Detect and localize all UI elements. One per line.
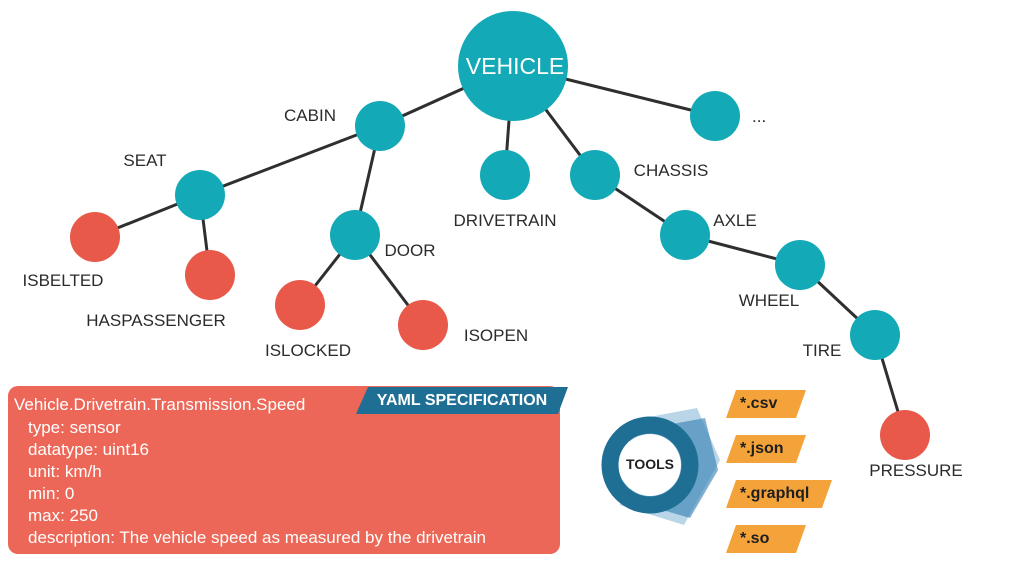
yaml-spec-badge: YAML SPECIFICATION (356, 387, 568, 414)
label-haspassenger: HASPASSENGER (86, 311, 226, 330)
tools-emblem (601, 408, 720, 525)
node-haspassenger (185, 250, 235, 300)
tools-ring-center (619, 434, 681, 496)
spec-line-type: type: sensor (28, 418, 121, 437)
spec-line-max: max: 250 (28, 506, 98, 525)
label-wheel: WHEEL (739, 291, 799, 310)
label-more: ... (752, 107, 766, 126)
output-tag-so: *.so (726, 525, 806, 553)
node-drivetrain (480, 150, 530, 200)
node-islocked (275, 280, 325, 330)
node-cabin (355, 101, 405, 151)
edge-cabin-seat (199, 124, 381, 197)
tree-labels: VEHICLE CABIN ... SEAT DRIVETRAIN CHASSI… (23, 53, 963, 480)
node-vehicle (458, 11, 568, 121)
spec-line-description: description: The vehicle speed as measur… (28, 528, 486, 547)
output-tag-json: *.json (726, 435, 806, 463)
label-drivetrain: DRIVETRAIN (454, 211, 557, 230)
node-door (330, 210, 380, 260)
tools-ring-icon (601, 416, 699, 514)
node-axle (660, 210, 710, 260)
spec-attributes: type: sensor datatype: uint16 unit: km/h… (28, 417, 486, 549)
label-tire: TIRE (803, 341, 842, 360)
label-axle: AXLE (713, 211, 756, 230)
label-chassis: CHASSIS (634, 161, 709, 180)
node-tire (850, 310, 900, 360)
node-wheel (775, 240, 825, 290)
label-isopen: ISOPEN (464, 326, 528, 345)
signal-path: Vehicle.Drivetrain.Transmission.Speed (14, 395, 306, 414)
yaml-spec-card: Vehicle.Drivetrain.Transmission.Speed ty… (8, 386, 560, 554)
node-pressure (880, 410, 930, 460)
spec-line-datatype: datatype: uint16 (28, 440, 149, 459)
output-tag-graphql: *.graphql (726, 480, 832, 508)
node-seat (175, 170, 225, 220)
tools-label: TOOLS (626, 456, 674, 472)
spec-line-unit: unit: km/h (28, 462, 102, 481)
label-door: DOOR (385, 241, 436, 260)
label-pressure: PRESSURE (869, 461, 963, 480)
node-isopen (398, 300, 448, 350)
spec-line-min: min: 0 (28, 484, 75, 503)
label-isbelted: ISBELTED (23, 271, 104, 290)
tree-nodes (70, 11, 930, 460)
label-islocked: ISLOCKED (265, 341, 351, 360)
node-more (690, 91, 740, 141)
label-cabin: CABIN (284, 106, 336, 125)
label-vehicle: VEHICLE (466, 53, 564, 79)
label-seat: SEAT (123, 151, 166, 170)
node-chassis (570, 150, 620, 200)
output-tag-csv: *.csv (726, 390, 806, 418)
node-isbelted (70, 212, 120, 262)
